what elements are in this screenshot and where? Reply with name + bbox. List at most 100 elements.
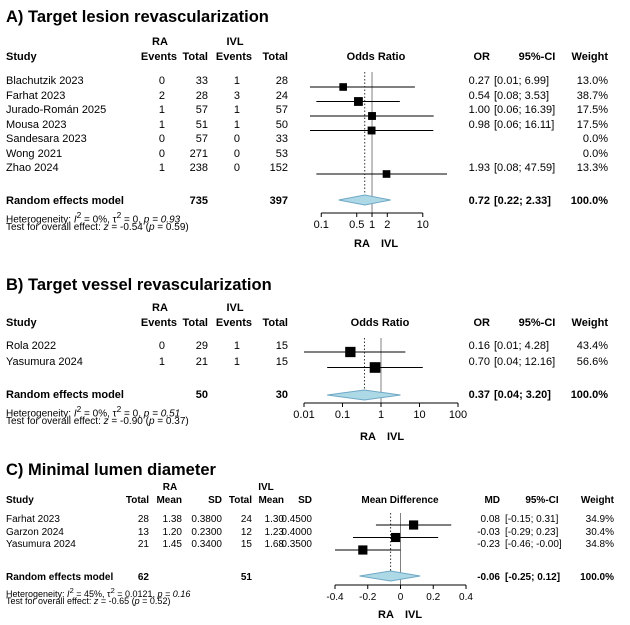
group2-label: IVL — [258, 482, 274, 493]
group1-label: RA — [152, 36, 168, 48]
axis-label-left: RA — [360, 431, 376, 443]
ci-value: [0.08; 47.59] — [494, 162, 556, 174]
header-plot: Mean Difference — [361, 495, 439, 506]
header-est: OR — [473, 317, 491, 329]
g2-total: 152 — [269, 162, 288, 174]
est-value: 0.16 — [468, 340, 490, 352]
g1-total: 57 — [195, 104, 208, 116]
study-name: Jurado-Román 2025 — [6, 104, 107, 116]
g1-total: 57 — [195, 133, 208, 145]
g1-sd: 0.3800 — [191, 514, 222, 525]
x-tick-label: -0.4 — [326, 592, 344, 603]
header-g1-events: Events — [140, 51, 177, 63]
g1-sd: 0.3400 — [191, 539, 222, 550]
forest-plot-svg: -0.4 -0.2 0 0.2 0.4 — [326, 513, 473, 603]
g2-total: 50 — [275, 118, 288, 131]
overall-effect: Test for overall effect: z = -0.90 (p = … — [6, 416, 189, 427]
weight-value: 17.5% — [576, 104, 608, 116]
study-name: Mousa 2023 — [6, 118, 67, 131]
pooled-label: Random effects model — [6, 389, 124, 401]
x-tick-label: 0 — [398, 592, 404, 603]
header-est: OR — [473, 51, 491, 63]
x-tick-label: 1 — [378, 409, 384, 421]
g2-total: 24 — [240, 514, 252, 525]
pooled-est: -0.06 — [477, 572, 500, 583]
est-value: 0.54 — [468, 89, 490, 102]
panel-target-lesion: A) Target lesion revascularization RA IV… — [0, 0, 630, 250]
g1-events: 1 — [158, 355, 165, 368]
header-plot: Odds Ratio — [346, 51, 406, 63]
g1-total: 238 — [189, 162, 208, 174]
pooled-diamond — [338, 194, 391, 206]
g2-total: 15 — [275, 355, 288, 368]
study-name: Farhat 2023 — [6, 89, 66, 102]
g1-total: 271 — [189, 147, 208, 160]
study-square — [369, 362, 381, 373]
g1-total: 33 — [195, 75, 208, 87]
header-study: Study — [6, 317, 37, 329]
header-ci: 95%-CI — [518, 317, 556, 329]
ci-value: [0.04; 12.16] — [494, 355, 556, 368]
est-value: 0.08 — [480, 514, 500, 525]
study-name: Farhat 2023 — [6, 514, 60, 525]
study-square — [382, 170, 391, 178]
heterogeneity: Heterogeneity: I2 = 0%, τ2 = 0, p = 0.51 — [6, 404, 181, 420]
study-name: Wong 2021 — [6, 147, 63, 160]
weight-value: 0.0% — [582, 147, 608, 160]
x-tick-label: 0.01 — [293, 409, 314, 421]
axis-label-left: RA — [354, 238, 370, 250]
weight-value: 17.5% — [576, 118, 608, 131]
study-name: Yasumura 2024 — [6, 539, 76, 550]
weight-value: 43.4% — [576, 340, 608, 352]
panel-minimal-lumen: C) Minimal lumen diameter RA IVL Study T… — [0, 455, 630, 625]
g1-total: 51 — [195, 118, 208, 131]
header-ci: 95%-CI — [518, 51, 556, 63]
ci-value: [0.01; 4.28] — [494, 340, 550, 352]
est-value: -0.23 — [477, 539, 500, 550]
g2-sd: 0.4000 — [281, 526, 312, 538]
axis-label-left: RA — [378, 609, 394, 621]
est-value: 0.27 — [468, 75, 490, 87]
pooled-est: 0.72 — [468, 195, 490, 207]
study-square — [354, 97, 363, 106]
g2-mean: 1.68 — [264, 539, 284, 550]
header-g1-mean: Mean — [156, 495, 182, 506]
g2-events: 0 — [233, 147, 240, 160]
g1-mean: 1.20 — [162, 526, 182, 538]
study-name: Blachutzik 2023 — [6, 75, 84, 87]
header-g2-mean: Mean — [258, 495, 284, 506]
weight-value: 34.9% — [585, 514, 614, 525]
x-tick-label: 1 — [369, 219, 375, 231]
header-g2-total: Total — [228, 495, 252, 506]
g2-mean: 1.30 — [264, 514, 284, 525]
g2-events: 1 — [233, 104, 240, 116]
est-value: 0.70 — [468, 355, 490, 368]
header-est: MD — [484, 495, 500, 506]
g1-total: 28 — [137, 514, 149, 525]
g1-events: 0 — [158, 147, 165, 160]
header-study: Study — [6, 495, 34, 506]
g2-sd: 0.4500 — [281, 514, 312, 525]
g2-sd: 0.3500 — [281, 539, 312, 550]
g1-events: 1 — [158, 104, 165, 116]
study-square — [391, 532, 401, 543]
header-g2-events: Events — [215, 51, 252, 63]
g2-total: 15 — [240, 539, 252, 550]
ci-value: [-0.29; 0.23] — [505, 526, 559, 538]
study-square — [368, 112, 376, 120]
header-weight: Weight — [580, 495, 614, 506]
group2-label: IVL — [226, 302, 244, 314]
g2-mean: 1.23 — [264, 526, 284, 538]
pooled-label: Random effects model — [6, 572, 114, 583]
x-tick-label: 0.4 — [459, 592, 473, 603]
x-tick-label: 0.5 — [349, 219, 364, 231]
pooled-weight: 100.0% — [570, 389, 608, 401]
header-plot: Odds Ratio — [350, 317, 410, 329]
header-g2-events: Events — [215, 317, 252, 329]
heterogeneity: Heterogeneity: I2 = 0%, τ2 = 0, p = 0.93 — [6, 210, 181, 226]
header-study: Study — [6, 51, 37, 63]
axis-label-right: IVL — [387, 431, 405, 443]
g2-events: 1 — [233, 340, 240, 352]
g2-events: 0 — [233, 162, 240, 174]
study-name: Zhao 2024 — [6, 162, 59, 174]
